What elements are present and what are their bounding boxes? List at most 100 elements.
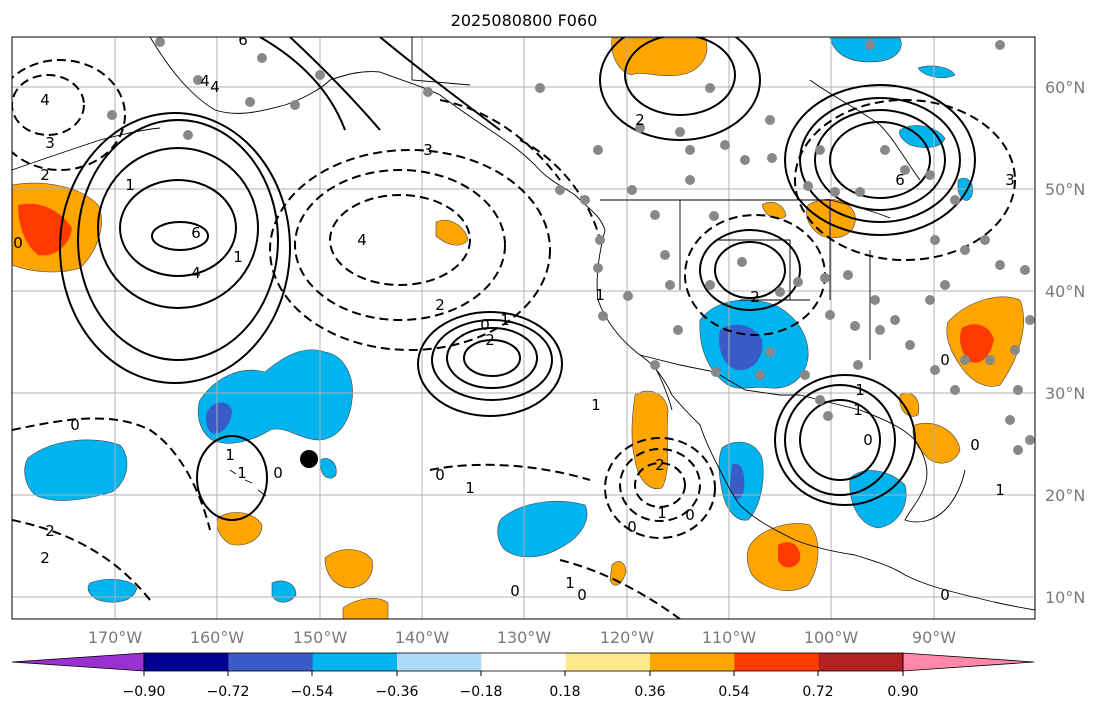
strong-positive-anomaly-area bbox=[778, 542, 801, 568]
contour-value-label: 4 bbox=[200, 72, 210, 90]
contour-value-label: 4 bbox=[210, 78, 220, 96]
positive-anomaly-area bbox=[631, 390, 669, 490]
alaska-coast bbox=[149, 37, 606, 231]
contour-value-label: 3 bbox=[45, 134, 55, 152]
lat-label: 10°N bbox=[1045, 588, 1085, 607]
negative-anomaly-area bbox=[917, 65, 956, 78]
contour-value-label: 2 bbox=[40, 166, 50, 184]
contour-value-label: 0 bbox=[863, 431, 873, 449]
contour-value-label: 0 bbox=[627, 518, 637, 536]
contour-value-label: 0 bbox=[577, 586, 587, 604]
graticule bbox=[12, 37, 1035, 619]
contour-value-label: 1 bbox=[465, 479, 475, 497]
colorbar-tick-label: −0.90 bbox=[123, 684, 166, 700]
location-marker bbox=[300, 450, 318, 468]
contour-value-label: 0 bbox=[685, 506, 695, 524]
colorbar-tick-label: −0.72 bbox=[207, 684, 250, 700]
negative-anomaly-area bbox=[319, 458, 337, 479]
colorbar-segment bbox=[481, 653, 567, 671]
us-mexico-border bbox=[639, 354, 800, 396]
lon-label: 150°W bbox=[293, 628, 348, 647]
longitude-labels: 170°W 160°W 150°W 140°W 130°W 120°W 110°… bbox=[88, 628, 956, 647]
colorbar-segment bbox=[397, 653, 482, 671]
colorbar-segment bbox=[650, 653, 735, 671]
positive-anomaly-area bbox=[611, 37, 708, 76]
contour-value-label: 3 bbox=[423, 141, 433, 159]
contour-value-label: 1 bbox=[657, 504, 667, 522]
contour-value-label: 1 bbox=[500, 311, 510, 329]
contour-value-label: 0 bbox=[435, 466, 445, 484]
negative-anomaly-area bbox=[24, 439, 128, 501]
positive-anomaly-area bbox=[761, 201, 787, 219]
gulf-of-mexico-coast bbox=[799, 394, 966, 523]
negative-anomaly-area bbox=[829, 37, 902, 63]
lon-label: 90°W bbox=[912, 628, 956, 647]
contour-value-label: 1 bbox=[855, 381, 865, 399]
contour-value-label: 4 bbox=[191, 264, 201, 282]
colorbar-segments bbox=[12, 653, 1034, 671]
colorbar-segment bbox=[312, 653, 398, 671]
contour-value-label: 6 bbox=[895, 171, 905, 189]
canada-territory-border bbox=[411, 37, 471, 86]
contour-value-label: 1 bbox=[125, 176, 135, 194]
strong-positive-anomaly-area bbox=[960, 324, 994, 363]
strong-positive-anomaly-area bbox=[18, 203, 72, 256]
contour-value-label: 0 bbox=[13, 234, 23, 252]
colorbar-segment bbox=[818, 653, 904, 671]
positive-contours bbox=[59, 37, 976, 521]
contour-value-label: 2 bbox=[750, 288, 760, 306]
lat-label: 60°N bbox=[1045, 78, 1085, 97]
station-markers bbox=[107, 37, 1035, 455]
contour-value-label: 0 bbox=[70, 416, 80, 434]
colorbar-tick-label: 0.72 bbox=[802, 684, 833, 700]
colorbar-segment bbox=[734, 653, 820, 671]
colorbar-tick-label: −0.54 bbox=[291, 684, 334, 700]
contour-value-label: 1 bbox=[853, 401, 863, 419]
positive-anomaly-area bbox=[324, 549, 373, 589]
positive-anomaly-area bbox=[435, 219, 469, 246]
colorbar-tick-label: 0.90 bbox=[887, 684, 918, 700]
colorbar: −0.90 −0.72 −0.54 −0.36 −0.18 0.18 0.36 … bbox=[11, 652, 1035, 700]
negative-anomaly-area bbox=[849, 470, 907, 529]
colorbar-segment bbox=[144, 653, 229, 671]
colorbar-tick-label: 0.18 bbox=[549, 684, 580, 700]
state-border bbox=[718, 239, 791, 300]
lat-label: 30°N bbox=[1045, 384, 1085, 403]
aleutian-chain bbox=[12, 127, 161, 171]
lon-label: 120°W bbox=[600, 628, 655, 647]
contour-value-label: 1 bbox=[595, 286, 605, 304]
strong-negative-anomaly-area bbox=[719, 324, 763, 371]
contour-value-label: 1 bbox=[565, 574, 575, 592]
central-america-coast bbox=[854, 554, 1035, 611]
contour-value-label: 6 bbox=[238, 31, 248, 49]
shaded-anomalies bbox=[12, 37, 1024, 619]
strong-negative-anomaly-area bbox=[205, 402, 232, 434]
colorbar-extend-low bbox=[12, 653, 144, 671]
contour-value-label: 1 bbox=[225, 446, 235, 464]
colorbar-segment bbox=[228, 653, 314, 671]
contour-value-label: 0 bbox=[510, 582, 520, 600]
lon-label: 110°W bbox=[702, 628, 757, 647]
contour-value-label: 2 bbox=[635, 111, 645, 129]
lat-label: 20°N bbox=[1045, 486, 1085, 505]
colorbar-tick-label: 0.54 bbox=[718, 684, 749, 700]
negative-anomaly-area bbox=[497, 501, 588, 558]
plot-title: 2025080800 F060 bbox=[451, 11, 598, 30]
contour-value-label: 1 bbox=[591, 396, 601, 414]
contour-value-label: 1 bbox=[995, 481, 1005, 499]
contour-value-label: 0 bbox=[940, 586, 950, 604]
lon-label: 100°W bbox=[804, 628, 859, 647]
contour-value-label: 2 bbox=[485, 331, 495, 349]
colorbar-tick-label: −0.36 bbox=[376, 684, 419, 700]
negative-anomaly-area bbox=[197, 349, 353, 444]
contour-value-label: 0 bbox=[273, 464, 283, 482]
contour-value-label: 0 bbox=[480, 316, 490, 334]
lon-label: 170°W bbox=[88, 628, 143, 647]
latitude-labels: 60°N 50°N 40°N 30°N 20°N 10°N bbox=[1045, 78, 1085, 607]
colorbar-segment bbox=[565, 653, 651, 671]
hudson-bay-coast bbox=[809, 79, 921, 181]
lon-label: 160°W bbox=[190, 628, 245, 647]
contour-value-label: 1 bbox=[237, 464, 247, 482]
